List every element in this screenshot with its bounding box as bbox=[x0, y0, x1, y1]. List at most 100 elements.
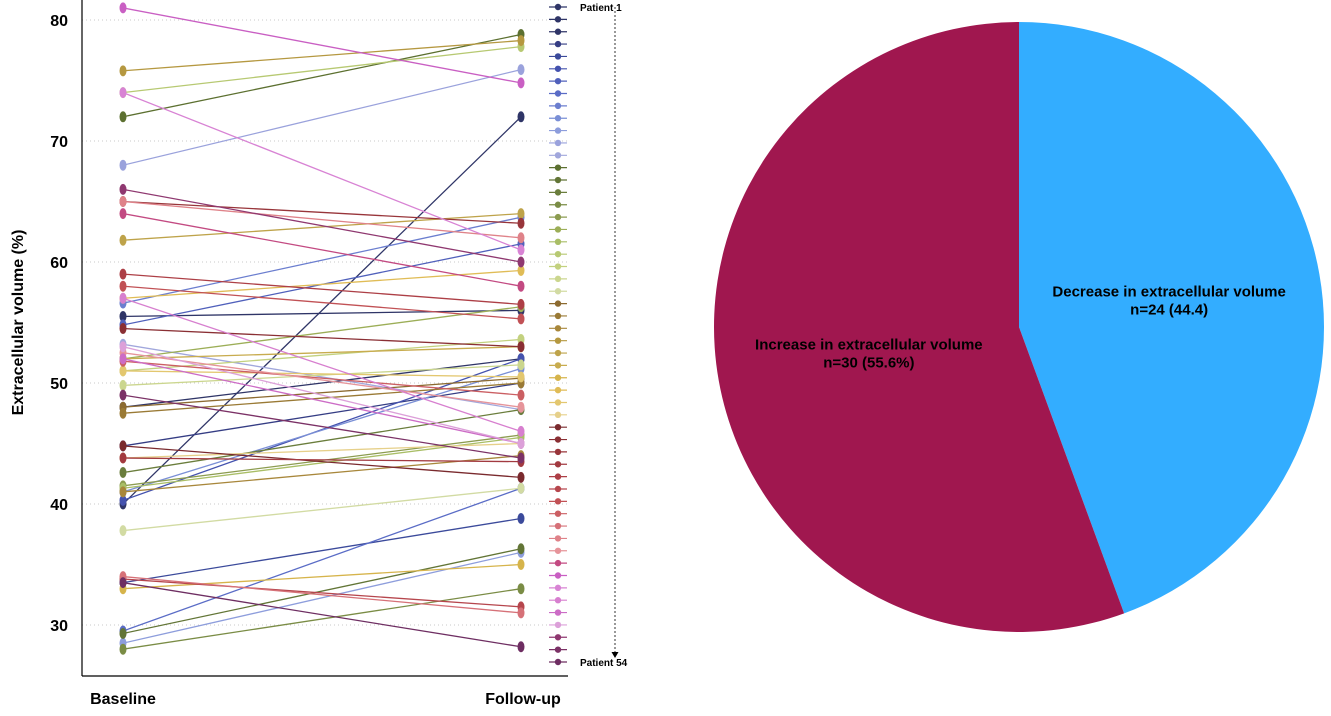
series-line bbox=[122, 327, 522, 348]
series-patient-4 bbox=[119, 377, 525, 452]
legend-marker bbox=[554, 436, 562, 443]
series-line bbox=[122, 212, 522, 241]
series-patient-32 bbox=[119, 264, 525, 304]
legend-marker bbox=[554, 300, 562, 307]
point-followup bbox=[517, 264, 525, 276]
series-line bbox=[122, 551, 522, 644]
series-patient-24 bbox=[119, 482, 525, 537]
legend-marker bbox=[554, 448, 562, 456]
series-line bbox=[122, 588, 522, 650]
point-baseline bbox=[119, 111, 127, 123]
y-axis-label: Extracellular volume (%) bbox=[10, 230, 27, 416]
point-followup bbox=[517, 35, 525, 47]
series-line bbox=[122, 188, 522, 263]
series-line bbox=[122, 212, 522, 287]
legend-marker bbox=[554, 176, 562, 184]
y-tick-label-60: 60 bbox=[50, 255, 68, 272]
series-line bbox=[122, 33, 522, 118]
point-followup bbox=[517, 298, 525, 310]
series-line bbox=[122, 517, 522, 584]
legend-marker bbox=[554, 547, 562, 554]
point-followup bbox=[517, 543, 525, 555]
point-followup bbox=[517, 513, 525, 525]
series-patient-47 bbox=[119, 2, 525, 89]
legend-marker bbox=[554, 3, 562, 11]
legend-first-label: Patient 1 bbox=[580, 3, 622, 14]
legend-marker bbox=[554, 213, 562, 221]
series-patient-15 bbox=[119, 543, 525, 639]
legend-marker bbox=[554, 498, 562, 505]
patient-line-chart: 30 40 50 60 70 80 Extracellular volume (%) Base… bbox=[10, 0, 628, 708]
point-baseline bbox=[119, 643, 127, 655]
series-patient-12 bbox=[119, 64, 525, 171]
series-line bbox=[122, 358, 522, 408]
legend-marker bbox=[554, 139, 562, 147]
pie-slice-shape bbox=[1019, 22, 1324, 614]
series-line bbox=[122, 358, 522, 445]
legend-last-label: Patient 54 bbox=[580, 658, 628, 669]
series-patient-51 bbox=[119, 341, 525, 449]
series-line bbox=[122, 116, 522, 505]
series-line bbox=[122, 200, 522, 224]
series-line bbox=[122, 360, 522, 396]
series-line bbox=[122, 487, 522, 632]
point-baseline bbox=[119, 494, 127, 506]
legend-marker bbox=[554, 609, 562, 616]
series-line bbox=[122, 442, 522, 459]
legend-marker bbox=[554, 127, 562, 134]
series-line bbox=[122, 578, 522, 608]
legend-marker bbox=[554, 16, 562, 23]
legend-marker bbox=[554, 90, 562, 97]
series-patient-33 bbox=[119, 365, 525, 383]
series-line bbox=[122, 377, 522, 408]
series-line bbox=[122, 346, 522, 445]
point-baseline bbox=[119, 467, 127, 479]
legend-marker bbox=[554, 102, 562, 110]
point-baseline bbox=[119, 353, 127, 365]
point-baseline bbox=[119, 323, 127, 335]
point-followup bbox=[517, 341, 525, 353]
legend-marker bbox=[554, 288, 562, 295]
series-line bbox=[122, 7, 522, 84]
x-tick-label-followup: Follow-up bbox=[485, 691, 561, 708]
pie-slice-label: Decrease in extracellular volume bbox=[1052, 283, 1285, 300]
point-followup bbox=[517, 389, 525, 401]
point-followup bbox=[517, 583, 525, 595]
series-patient-40 bbox=[119, 573, 525, 613]
point-followup bbox=[517, 232, 525, 244]
series-line bbox=[122, 364, 522, 387]
series-line bbox=[122, 548, 522, 635]
series-patient-39 bbox=[119, 268, 525, 310]
y-tick-label-30: 30 bbox=[50, 618, 68, 635]
pie-slice-count-label: n=24 (44.4) bbox=[1130, 301, 1208, 318]
legend-marker bbox=[554, 510, 562, 517]
series-patient-16 bbox=[119, 404, 525, 479]
point-baseline bbox=[119, 379, 127, 391]
series-line bbox=[122, 45, 522, 94]
point-baseline bbox=[119, 407, 127, 419]
point-baseline bbox=[119, 292, 127, 304]
legend-marker bbox=[554, 263, 562, 270]
series-line bbox=[122, 273, 522, 305]
legend-marker bbox=[554, 634, 562, 641]
legend-marker bbox=[554, 572, 562, 579]
point-baseline bbox=[119, 486, 127, 498]
series-line bbox=[122, 200, 522, 239]
legend-marker bbox=[554, 275, 562, 283]
legend-marker bbox=[554, 28, 562, 35]
series-line bbox=[122, 563, 522, 590]
point-followup bbox=[517, 208, 525, 220]
series-line bbox=[122, 306, 522, 360]
point-baseline bbox=[119, 365, 127, 377]
point-followup bbox=[517, 77, 525, 89]
point-followup bbox=[517, 256, 525, 268]
point-followup bbox=[517, 111, 525, 123]
series-patient-31 bbox=[119, 559, 525, 595]
point-baseline bbox=[119, 627, 127, 639]
y-tick-label-80: 80 bbox=[50, 13, 68, 30]
legend-marker bbox=[554, 597, 562, 604]
point-baseline bbox=[119, 208, 127, 220]
series-patient-52 bbox=[119, 183, 525, 268]
